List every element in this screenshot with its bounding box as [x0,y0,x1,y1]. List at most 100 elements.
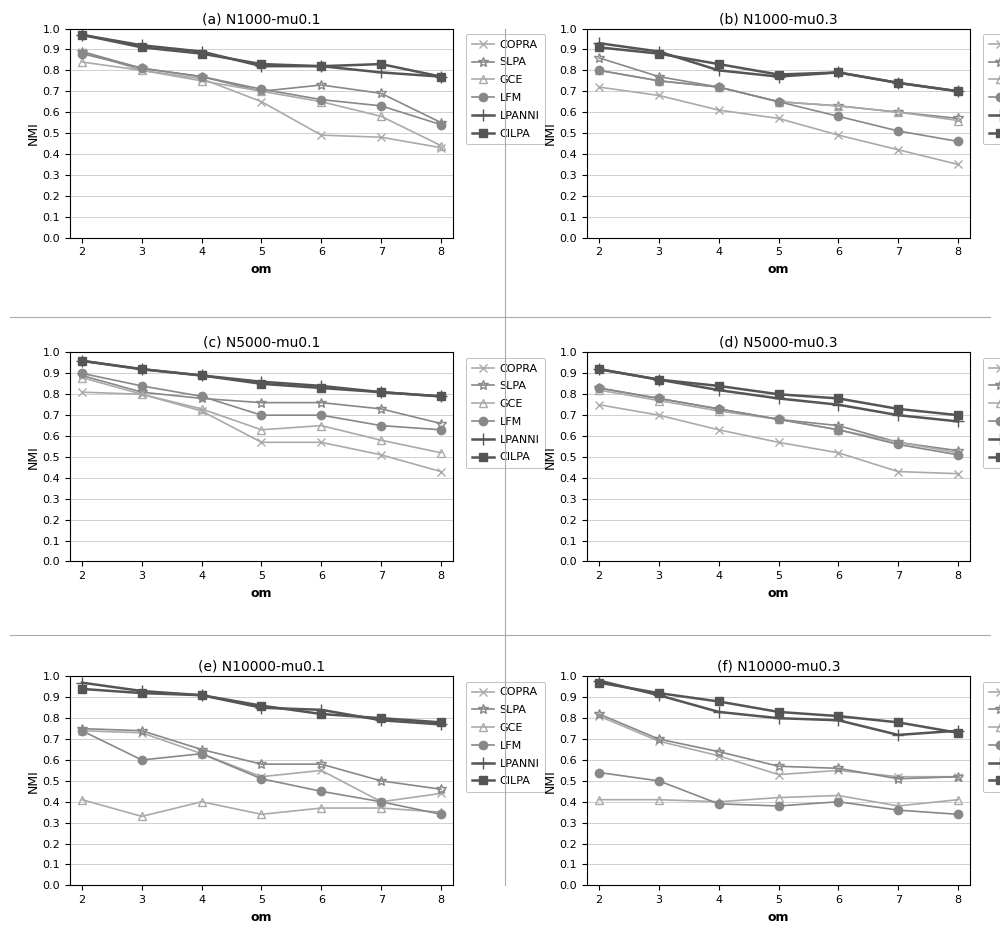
LFM [832,110,844,122]
COPRA [255,437,267,448]
LPANNI [196,46,208,57]
Y-axis label: NMI: NMI [544,446,557,468]
GCE [832,100,844,111]
GCE [255,424,267,435]
Legend: COPRA, SLPA, GCE, LFM, LPANNI, CILPA: COPRA, SLPA, GCE, LFM, LPANNI, CILPA [983,358,1000,468]
LPANNI [653,46,665,57]
COPRA [76,725,88,737]
X-axis label: om: om [251,911,272,923]
GCE [315,420,327,431]
COPRA [773,769,785,781]
LPANNI [315,380,327,391]
SLPA [136,63,148,74]
Line: CILPA: CILPA [595,365,962,419]
Title: (a) N1000-mu0.1: (a) N1000-mu0.1 [202,12,321,26]
LFM [315,94,327,106]
LFM [435,808,447,820]
GCE [952,447,964,459]
Line: LFM: LFM [595,384,962,459]
GCE [255,808,267,820]
LPANNI [952,416,964,427]
SLPA [315,759,327,770]
LPANNI [653,689,665,701]
Title: (e) N10000-mu0.1: (e) N10000-mu0.1 [198,660,325,674]
CILPA [593,364,605,375]
Line: SLPA: SLPA [77,47,446,128]
GCE [375,434,387,446]
Line: CILPA: CILPA [595,43,962,95]
COPRA [76,46,88,57]
LPANNI [892,409,904,421]
Line: GCE: GCE [595,67,962,125]
Line: COPRA: COPRA [78,726,445,806]
COPRA [773,437,785,448]
GCE [76,794,88,805]
LFM [952,449,964,461]
LFM [713,81,725,92]
LPANNI [832,715,844,726]
LPANNI [375,67,387,78]
LFM [435,424,447,435]
CILPA [593,42,605,53]
Line: LFM: LFM [78,50,445,129]
COPRA [375,796,387,807]
LFM [315,409,327,421]
LPANNI [136,40,148,51]
LFM [593,65,605,76]
SLPA [653,70,665,82]
CILPA [76,684,88,695]
Line: LFM: LFM [78,726,445,819]
GCE [713,406,725,417]
LFM [773,96,785,108]
Line: LPANNI: LPANNI [593,364,964,427]
GCE [196,75,208,87]
SLPA [952,771,964,783]
CILPA [136,42,148,53]
COPRA [315,129,327,141]
X-axis label: om: om [251,263,272,276]
COPRA [892,144,904,155]
LPANNI [713,706,725,718]
LPANNI [892,77,904,89]
CILPA [653,48,665,59]
SLPA [832,420,844,431]
SLPA [435,418,447,429]
SLPA [435,117,447,129]
COPRA [952,771,964,783]
COPRA [136,727,148,739]
GCE [832,790,844,802]
LPANNI [435,719,447,730]
Line: GCE: GCE [78,58,445,149]
COPRA [952,468,964,480]
GCE [952,794,964,805]
COPRA [593,81,605,92]
X-axis label: om: om [768,911,789,923]
GCE [255,86,267,97]
Line: COPRA: COPRA [595,712,962,781]
COPRA [196,748,208,760]
SLPA [375,404,387,415]
LPANNI [315,61,327,72]
CILPA [713,380,725,391]
CILPA [196,369,208,381]
SLPA [593,708,605,720]
GCE [653,395,665,407]
CILPA [653,374,665,386]
LFM [255,773,267,784]
LPANNI [315,704,327,716]
CILPA [713,58,725,69]
GCE [593,385,605,396]
GCE [892,437,904,448]
GCE [76,56,88,68]
Y-axis label: NMI: NMI [544,769,557,793]
SLPA [255,397,267,408]
COPRA [832,447,844,459]
Line: LFM: LFM [78,369,445,434]
LFM [315,785,327,797]
SLPA [76,46,88,57]
COPRA [435,142,447,153]
SLPA [892,437,904,448]
CILPA [196,48,208,59]
GCE [435,447,447,459]
COPRA [653,736,665,747]
